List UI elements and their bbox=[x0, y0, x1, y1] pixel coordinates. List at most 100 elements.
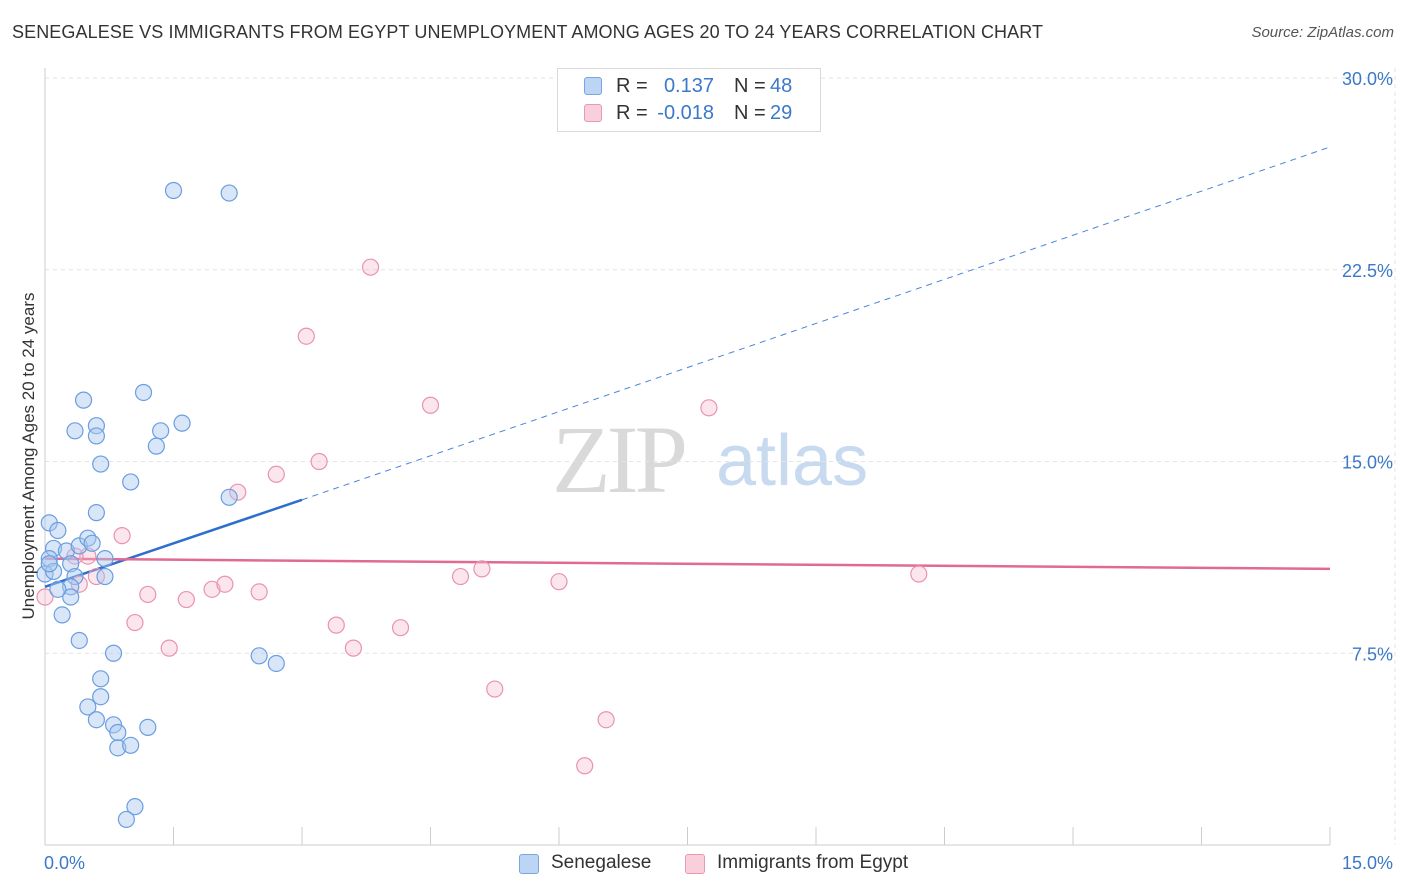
point-senegalese bbox=[87, 504, 106, 522]
legend-swatch-egypt bbox=[685, 854, 705, 874]
chart-title: SENEGALESE VS IMMIGRANTS FROM EGYPT UNEM… bbox=[12, 22, 1044, 42]
legend-r-value: 0.137 bbox=[663, 75, 714, 97]
point-senegalese bbox=[109, 739, 127, 757]
point-senegalese bbox=[49, 521, 67, 540]
legend-r-label: R = bbox=[616, 102, 648, 124]
point-senegalese bbox=[109, 723, 127, 742]
point-senegalese bbox=[40, 555, 58, 573]
trend-lines bbox=[44, 146, 1331, 588]
point-egypt bbox=[361, 258, 380, 276]
point-egypt bbox=[597, 711, 615, 729]
point-senegalese bbox=[49, 580, 67, 598]
point-egypt bbox=[36, 588, 54, 606]
point-senegalese bbox=[62, 578, 80, 596]
axes bbox=[44, 68, 1331, 846]
point-senegalese bbox=[104, 644, 123, 662]
point-senegalese bbox=[139, 718, 157, 736]
x-tick-label: 0.0% bbox=[44, 853, 85, 873]
trend-line-egypt bbox=[44, 557, 1331, 571]
legend-n-value: 29 bbox=[770, 102, 793, 124]
point-senegalese bbox=[152, 422, 170, 440]
legend-r-value: -0.018 bbox=[657, 102, 714, 124]
point-egypt bbox=[421, 396, 440, 414]
legend-n-value: 48 bbox=[770, 75, 793, 97]
point-senegalese bbox=[83, 534, 101, 552]
watermark-zip: ZIP bbox=[552, 406, 688, 513]
point-senegalese bbox=[126, 798, 144, 816]
legend-row-egypt: R = -0.018 N = 29 bbox=[558, 100, 820, 126]
y-tick-label: 15.0% bbox=[1342, 453, 1393, 473]
series-legend: Senegalese Immigrants from Egypt bbox=[0, 852, 1406, 878]
point-egypt bbox=[113, 527, 131, 545]
point-senegalese bbox=[96, 567, 114, 586]
legend-label-egypt: Immigrants from Egypt bbox=[717, 852, 909, 873]
correlation-legend: R = 0.137 N = 48 R = -0.018 N = 29 bbox=[557, 68, 821, 132]
point-egypt bbox=[297, 327, 315, 345]
point-egypt bbox=[310, 452, 328, 471]
point-senegalese bbox=[250, 647, 268, 665]
point-senegalese bbox=[92, 670, 110, 688]
point-egypt bbox=[344, 639, 362, 657]
point-egypt bbox=[216, 575, 234, 593]
point-senegalese bbox=[87, 417, 106, 435]
tick-labels: 7.5% 15.0% 22.5% 30.0% 0.0% 15.0% bbox=[44, 69, 1393, 873]
point-egypt bbox=[250, 583, 268, 601]
y-tick-label: 30.0% bbox=[1342, 69, 1393, 89]
point-senegalese bbox=[62, 588, 80, 606]
point-senegalese bbox=[147, 437, 165, 455]
point-senegalese bbox=[53, 606, 71, 624]
point-egypt bbox=[473, 560, 491, 578]
legend-label-senegalese: Senegalese bbox=[551, 852, 652, 873]
point-senegalese bbox=[87, 427, 106, 445]
gridlines bbox=[45, 68, 1396, 845]
point-senegalese bbox=[173, 414, 191, 432]
point-egypt bbox=[576, 757, 594, 775]
point-egypt bbox=[139, 585, 157, 604]
legend-swatch-senegalese bbox=[584, 77, 602, 95]
point-senegalese bbox=[87, 711, 106, 729]
point-egypt bbox=[700, 399, 718, 417]
point-senegalese bbox=[267, 654, 285, 673]
point-senegalese bbox=[220, 488, 238, 506]
point-senegalese bbox=[92, 688, 110, 706]
point-senegalese bbox=[74, 391, 93, 409]
y-axis-label: Unemployment Among Ages 20 to 24 years bbox=[19, 293, 38, 620]
point-egypt bbox=[203, 580, 221, 598]
legend-swatch-egypt bbox=[584, 104, 602, 122]
point-egypt bbox=[391, 619, 410, 637]
chart-source: Source: ZipAtlas.com bbox=[1251, 24, 1394, 41]
legend-n-label: N = bbox=[734, 102, 766, 124]
point-senegalese bbox=[164, 181, 183, 200]
point-senegalese bbox=[62, 555, 80, 573]
point-egypt bbox=[550, 573, 568, 591]
point-senegalese bbox=[220, 184, 238, 202]
y-tick-label: 7.5% bbox=[1352, 644, 1393, 664]
point-senegalese bbox=[70, 631, 88, 650]
point-senegalese bbox=[66, 567, 84, 586]
point-egypt bbox=[126, 613, 144, 632]
trend-line-senegalese-dashed bbox=[301, 146, 1331, 501]
point-senegalese bbox=[122, 736, 140, 754]
point-senegalese bbox=[96, 550, 114, 568]
x-tick-label: 15.0% bbox=[1342, 853, 1393, 873]
y-tick-label: 22.5% bbox=[1342, 261, 1393, 281]
legend-r-label: R = bbox=[616, 75, 648, 97]
point-egypt bbox=[229, 483, 247, 501]
point-senegalese bbox=[134, 383, 153, 402]
point-senegalese bbox=[117, 810, 135, 829]
point-egypt bbox=[327, 616, 345, 634]
point-senegalese bbox=[92, 455, 110, 473]
point-egypt bbox=[160, 639, 178, 657]
legend-n-label: N = bbox=[734, 75, 766, 97]
point-egypt bbox=[267, 465, 285, 483]
point-senegalese bbox=[66, 422, 84, 440]
legend-swatch-senegalese bbox=[519, 854, 539, 874]
point-egypt bbox=[451, 567, 470, 586]
point-senegalese bbox=[57, 542, 76, 560]
point-egypt bbox=[177, 590, 195, 609]
point-egypt bbox=[910, 565, 928, 583]
legend-row-senegalese: R = 0.137 N = 48 bbox=[558, 73, 820, 99]
trend-line-senegalese bbox=[44, 498, 303, 588]
point-senegalese bbox=[122, 473, 140, 491]
